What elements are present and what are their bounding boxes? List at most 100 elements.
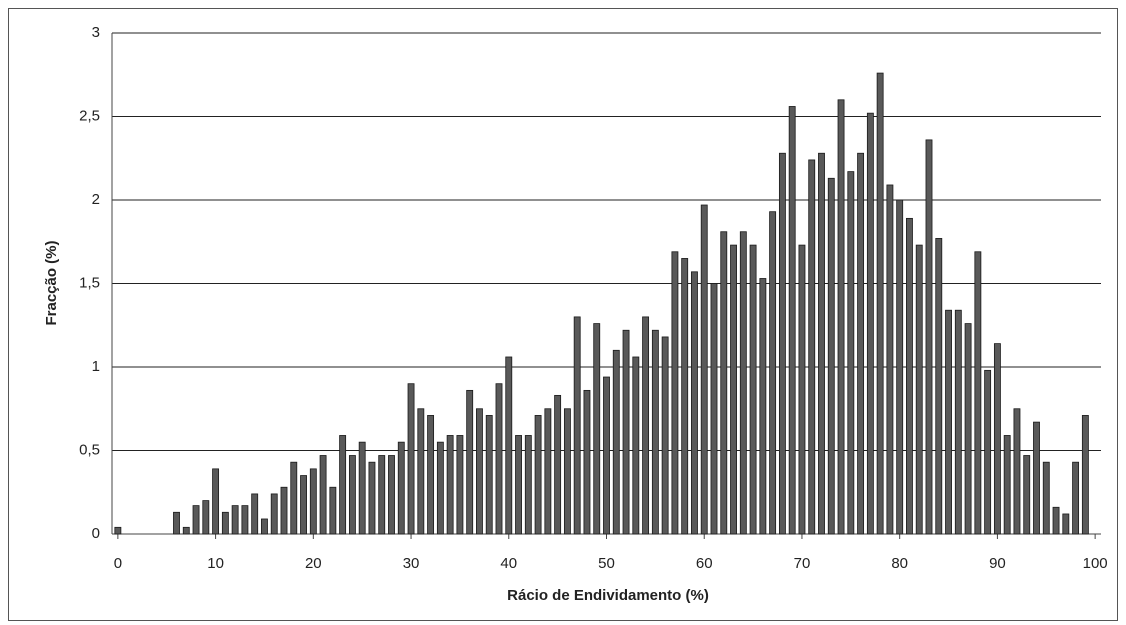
- bar: [769, 211, 777, 535]
- bar: [935, 238, 943, 535]
- bar: [485, 415, 493, 535]
- bar: [808, 159, 816, 535]
- bar: [886, 184, 894, 535]
- bar: [798, 244, 806, 535]
- bar: [710, 283, 718, 535]
- bar: [358, 441, 366, 535]
- bar: [593, 323, 601, 535]
- x-tick-label: 20: [305, 555, 322, 572]
- bar: [896, 199, 904, 535]
- y-tick-label: 1: [92, 358, 100, 375]
- bar: [700, 204, 708, 535]
- bar: [173, 511, 180, 535]
- bar: [866, 112, 874, 535]
- bar: [427, 415, 435, 535]
- y-tick-label: 0,5: [79, 441, 100, 458]
- bar: [915, 244, 923, 535]
- bar: [720, 231, 728, 535]
- bar: [495, 383, 503, 535]
- bar: [818, 152, 825, 535]
- bar: [290, 461, 298, 535]
- bar: [515, 435, 522, 535]
- bar: [1042, 461, 1050, 535]
- bar: [505, 356, 513, 535]
- bar: [329, 486, 337, 535]
- bar: [642, 316, 650, 535]
- bar: [612, 349, 620, 535]
- bar: [456, 435, 464, 535]
- bar: [925, 139, 933, 535]
- bar: [945, 309, 952, 535]
- y-tick-label: 1,5: [79, 274, 100, 291]
- bar: [837, 99, 845, 535]
- bar: [1072, 461, 1080, 535]
- bar: [436, 441, 444, 535]
- bar: [397, 441, 405, 535]
- bar: [534, 415, 542, 535]
- bar: [466, 389, 474, 535]
- bar: [876, 72, 884, 535]
- bar: [847, 171, 855, 535]
- bar: [1062, 513, 1070, 535]
- bar: [778, 152, 786, 535]
- bar: [182, 526, 190, 535]
- bar: [339, 435, 347, 535]
- chart-frame: [8, 8, 1118, 621]
- bar: [368, 461, 376, 535]
- bar: [573, 316, 581, 535]
- bar: [388, 455, 395, 535]
- x-tick-label: 100: [1083, 555, 1108, 572]
- y-tick-label: 2: [92, 191, 100, 208]
- bar: [192, 505, 200, 535]
- bar: [563, 408, 571, 535]
- bar: [1081, 415, 1089, 535]
- bar: [1033, 421, 1040, 535]
- bar: [1013, 408, 1021, 535]
- x-tick-label: 30: [403, 555, 420, 572]
- bar: [524, 435, 532, 535]
- bar: [632, 356, 640, 535]
- y-tick-label: 3: [92, 24, 100, 41]
- bar: [554, 394, 562, 535]
- bar: [749, 244, 757, 535]
- bar: [270, 493, 278, 535]
- bar: [651, 329, 659, 535]
- bar: [583, 389, 591, 535]
- bar: [857, 152, 865, 535]
- bar: [241, 505, 249, 535]
- bar: [378, 455, 386, 535]
- bar: [309, 468, 317, 535]
- x-axis-title: Rácio de Endividamento (%): [507, 587, 709, 604]
- bar: [319, 455, 327, 535]
- bar: [730, 244, 737, 535]
- bar: [280, 486, 288, 535]
- bar: [954, 309, 962, 535]
- bar: [544, 408, 552, 535]
- bar: [231, 505, 239, 535]
- bar: [993, 343, 1001, 535]
- bar: [906, 217, 913, 535]
- bar: [407, 383, 415, 535]
- x-tick-label: 50: [598, 555, 615, 572]
- bar: [759, 278, 767, 535]
- x-tick-label: 60: [696, 555, 713, 572]
- x-tick-label: 40: [500, 555, 517, 572]
- bar: [964, 323, 972, 535]
- bar: [691, 271, 698, 535]
- bar: [300, 475, 307, 535]
- bar: [622, 329, 630, 535]
- x-tick-label: 0: [114, 555, 122, 572]
- bar: [202, 500, 210, 535]
- bar: [661, 336, 669, 535]
- bar: [348, 455, 356, 535]
- bar: [261, 518, 268, 535]
- bar: [671, 251, 679, 535]
- bar: [1003, 435, 1011, 535]
- bar: [739, 231, 747, 535]
- bar: [681, 258, 689, 535]
- bar: [788, 106, 796, 535]
- y-tick-label: 0: [92, 525, 100, 542]
- bar: [827, 177, 835, 535]
